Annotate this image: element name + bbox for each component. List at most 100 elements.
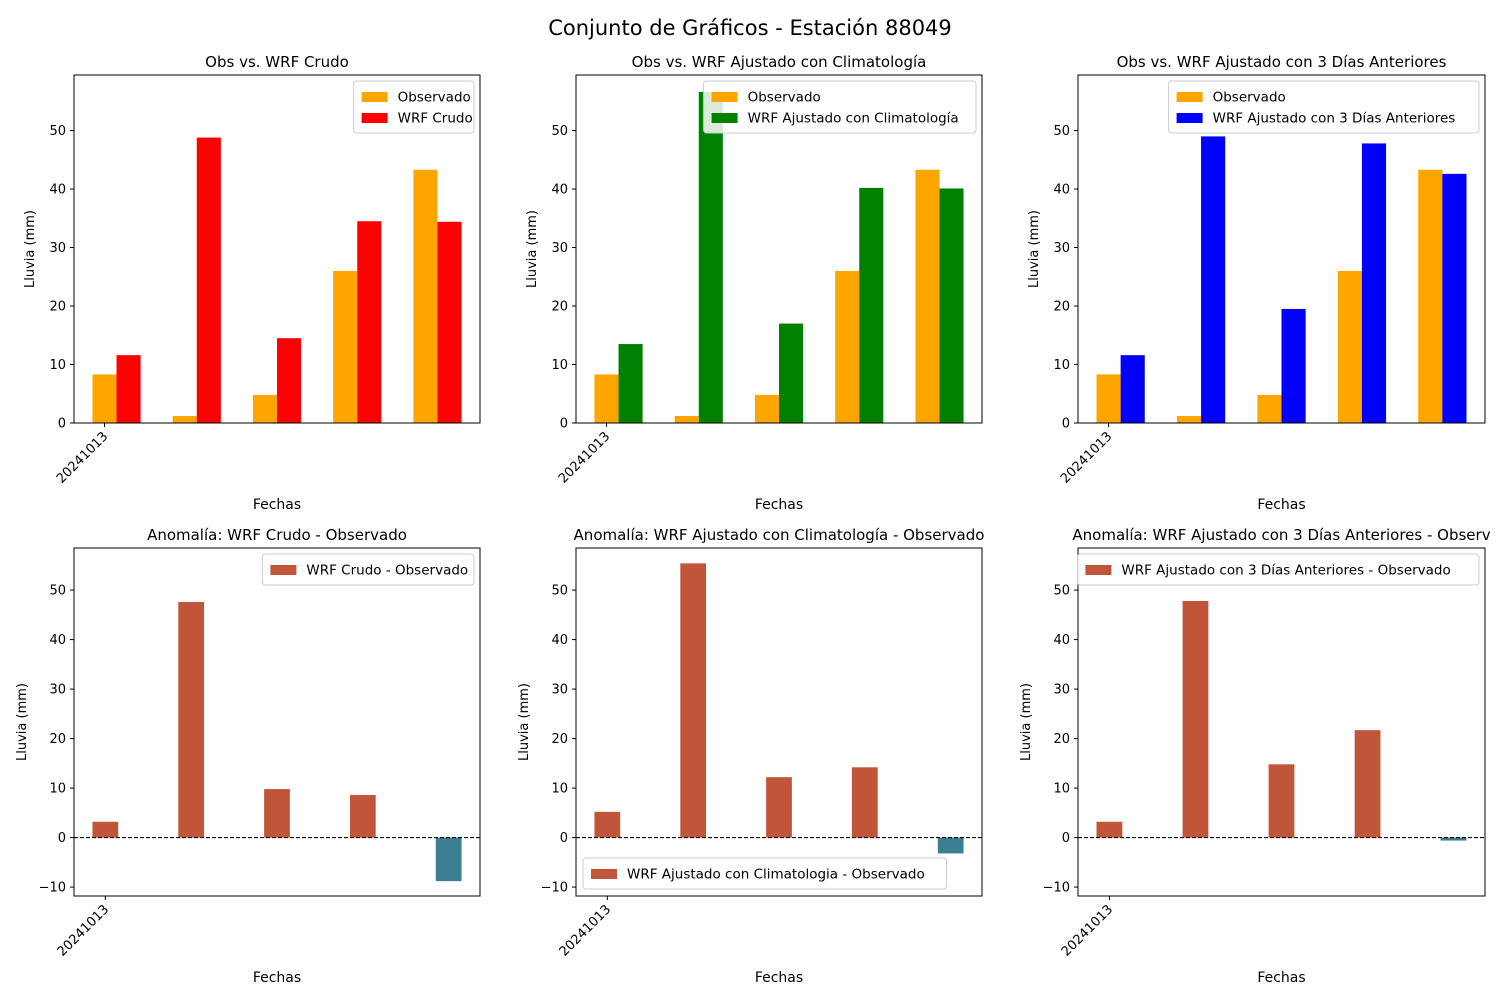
bar-1-1 bbox=[1096, 374, 1121, 423]
chart-title: Anomalía: WRF Ajustado con 3 Días Anteri… bbox=[1072, 526, 1490, 544]
y-tick-label: 10 bbox=[1053, 358, 1070, 373]
y-axis-label: Lluvia (mm) bbox=[525, 210, 540, 288]
x-tick-label: 20241013 bbox=[556, 429, 613, 486]
y-tick-label: 20 bbox=[49, 732, 66, 747]
legend-label: WRF Ajustado con 3 Días Anteriores bbox=[1213, 111, 1456, 127]
y-tick-label: 20 bbox=[1053, 300, 1070, 315]
bar-2-4 bbox=[1361, 143, 1387, 424]
chart-title: Anomalía: WRF Crudo - Observado bbox=[147, 526, 407, 544]
y-tick-label: −10 bbox=[541, 881, 568, 896]
y-tick-label: 50 bbox=[551, 584, 568, 599]
legend-box bbox=[1168, 80, 1480, 134]
bar-1-4 bbox=[851, 767, 878, 838]
bar-1-5 bbox=[937, 837, 964, 854]
y-tick-label: 50 bbox=[1053, 124, 1070, 139]
bar-1-2 bbox=[178, 601, 205, 838]
x-tick-label: 20241013 bbox=[55, 902, 112, 959]
legend: Observado WRF Ajustado con Climatología bbox=[703, 80, 977, 134]
chart-title: Obs vs. WRF Ajustado con Climatología bbox=[632, 53, 927, 71]
y-tick-label: 10 bbox=[551, 358, 568, 373]
y-tick-label: 50 bbox=[49, 124, 66, 139]
x-axis-label: Fechas bbox=[1257, 497, 1305, 513]
axes-frame bbox=[73, 547, 481, 897]
y-tick-label: 40 bbox=[551, 183, 568, 198]
bar-1-2 bbox=[680, 563, 707, 838]
x-axis-label: Fechas bbox=[755, 497, 803, 513]
bar-1-3 bbox=[766, 777, 792, 838]
bar-1-4 bbox=[835, 270, 860, 423]
legend-label: WRF Crudo - Observado bbox=[306, 563, 468, 579]
axes-frame bbox=[575, 547, 983, 897]
bar-2-3 bbox=[277, 338, 302, 423]
y-tick-label: 10 bbox=[551, 782, 568, 797]
chart-panel-4: Anomalía: WRF Crudo - Observado −10 0 10 20 3… bbox=[15, 526, 481, 986]
y-axis-label: Lluvia (mm) bbox=[1019, 683, 1034, 761]
bar-1-1 bbox=[92, 821, 119, 838]
y-tick-label: 10 bbox=[49, 782, 66, 797]
y-tick-label: 30 bbox=[1053, 683, 1070, 698]
chart-title: Obs vs. WRF Crudo bbox=[205, 53, 349, 71]
bar-2-2 bbox=[196, 137, 221, 423]
bar-1-2 bbox=[1176, 415, 1202, 423]
bar-2-2 bbox=[698, 91, 723, 424]
y-tick-label: 10 bbox=[49, 358, 66, 373]
y-tick-label: 20 bbox=[1053, 732, 1070, 747]
x-tick-label: 20241013 bbox=[557, 902, 614, 959]
bar-2-4 bbox=[859, 187, 884, 423]
bar-2-5 bbox=[939, 188, 964, 423]
legend-swatch bbox=[361, 113, 388, 123]
y-tick-label: 0 bbox=[1062, 417, 1070, 432]
y-tick-label: 10 bbox=[1053, 782, 1070, 797]
chart-panel-1: Obs vs. WRF Crudo 0 10 20 30 40 50 20241013 Fech… bbox=[23, 53, 481, 513]
bar-1-5 bbox=[915, 169, 940, 423]
chart-panel-5: Anomalía: WRF Ajustado con Climatología … bbox=[517, 526, 984, 986]
bar-1-3 bbox=[252, 394, 277, 423]
y-tick-label: 30 bbox=[1053, 241, 1070, 256]
bar-2-3 bbox=[1281, 308, 1306, 423]
x-tick-label: 20241013 bbox=[1058, 429, 1115, 486]
legend-label: Observado bbox=[398, 90, 471, 106]
legend-swatch bbox=[1085, 565, 1112, 575]
bar-2-1 bbox=[116, 355, 141, 423]
y-tick-label: 40 bbox=[1053, 183, 1070, 198]
bar-1-4 bbox=[349, 795, 376, 838]
y-tick-label: 30 bbox=[49, 241, 66, 256]
legend: WRF Ajustado con 3 Días Anteriores - Obs… bbox=[1076, 553, 1480, 586]
y-tick-label: 20 bbox=[49, 300, 66, 315]
y-tick-label: 40 bbox=[1053, 633, 1070, 648]
y-tick-label: 40 bbox=[551, 633, 568, 648]
y-tick-label: 30 bbox=[551, 241, 568, 256]
bar-1-1 bbox=[594, 811, 621, 838]
legend: Observado WRF Ajustado con 3 Días Anterio… bbox=[1168, 80, 1480, 134]
legend-box bbox=[1076, 553, 1480, 586]
bar-1-5 bbox=[435, 837, 462, 882]
bar-1-3 bbox=[1268, 764, 1295, 838]
y-tick-label: 20 bbox=[551, 732, 568, 747]
y-tick-label: 40 bbox=[49, 183, 66, 198]
y-axis-label: Lluvia (mm) bbox=[1027, 210, 1042, 288]
axes-frame bbox=[1077, 74, 1486, 424]
bar-1-4 bbox=[333, 270, 358, 423]
x-tick-label: 20241013 bbox=[54, 429, 111, 486]
legend-label: Observado bbox=[748, 90, 821, 106]
legend-swatch bbox=[591, 869, 617, 879]
chart-panel-3: Obs vs. WRF Ajustado con 3 Días Anterior… bbox=[1027, 53, 1486, 513]
x-axis-label: Fechas bbox=[253, 497, 301, 513]
y-tick-label: 0 bbox=[560, 417, 568, 432]
legend-swatch bbox=[361, 92, 388, 102]
bar-2-3 bbox=[779, 323, 804, 423]
legend: WRF Crudo - Observado bbox=[261, 553, 475, 586]
chart-title: Obs vs. WRF Ajustado con 3 Días Anterior… bbox=[1117, 53, 1447, 71]
legend-label: WRF Crudo bbox=[398, 111, 473, 127]
bar-1-3 bbox=[1257, 394, 1282, 423]
x-axis-label: Fechas bbox=[755, 970, 803, 986]
y-tick-label: 20 bbox=[551, 300, 568, 315]
legend-box bbox=[703, 80, 977, 134]
bar-2-5 bbox=[437, 221, 462, 423]
y-tick-label: 0 bbox=[58, 417, 66, 432]
bar-2-1 bbox=[618, 344, 643, 423]
bar-1-5 bbox=[1440, 837, 1467, 841]
y-axis-label: Lluvia (mm) bbox=[517, 683, 532, 761]
y-tick-label: −10 bbox=[39, 881, 66, 896]
